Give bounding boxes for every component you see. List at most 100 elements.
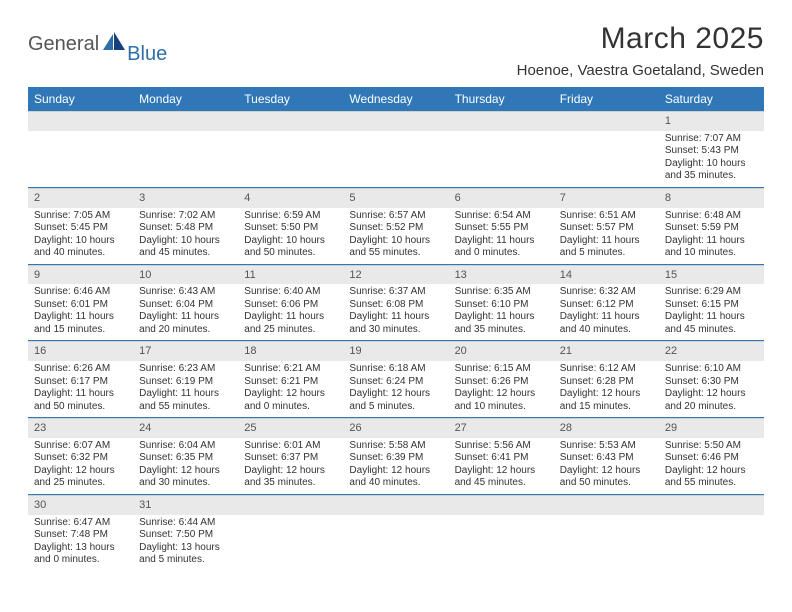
day-number-row: 11 bbox=[238, 265, 343, 285]
sunset-text: Sunset: 6:17 PM bbox=[34, 376, 127, 389]
day-number-row: 9 bbox=[28, 265, 133, 285]
sunset-text: Sunset: 6:39 PM bbox=[349, 452, 442, 465]
sunrise-text: Sunrise: 6:51 AM bbox=[560, 210, 653, 223]
daylight-text-2: and 55 minutes. bbox=[665, 477, 758, 490]
calendar-cell: 3Sunrise: 7:02 AMSunset: 5:48 PMDaylight… bbox=[133, 187, 238, 264]
daylight-text-1: Daylight: 10 hours bbox=[349, 235, 442, 248]
daylight-text-2: and 30 minutes. bbox=[139, 477, 232, 490]
day-details: Sunrise: 6:43 AMSunset: 6:04 PMDaylight:… bbox=[133, 284, 238, 340]
daylight-text-2: and 5 minutes. bbox=[349, 401, 442, 414]
logo-text-blue: Blue bbox=[127, 43, 167, 66]
calendar-cell: 9Sunrise: 6:46 AMSunset: 6:01 PMDaylight… bbox=[28, 264, 133, 341]
sunset-text: Sunset: 5:50 PM bbox=[244, 222, 337, 235]
daylight-text-1: Daylight: 12 hours bbox=[244, 388, 337, 401]
day-number: 14 bbox=[554, 266, 659, 285]
day-details: Sunrise: 6:12 AMSunset: 6:28 PMDaylight:… bbox=[554, 361, 659, 417]
day-number: 10 bbox=[133, 266, 238, 285]
day-number: 5 bbox=[343, 189, 448, 208]
daylight-text-2: and 25 minutes. bbox=[34, 477, 127, 490]
sunset-text: Sunset: 6:30 PM bbox=[665, 376, 758, 389]
day-number: 23 bbox=[28, 419, 133, 438]
calendar-cell: 16Sunrise: 6:26 AMSunset: 6:17 PMDayligh… bbox=[28, 341, 133, 418]
sunrise-text: Sunrise: 7:05 AM bbox=[34, 210, 127, 223]
day-number-row: 4 bbox=[238, 188, 343, 208]
daylight-text-1: Daylight: 11 hours bbox=[455, 311, 548, 324]
sunset-text: Sunset: 6:46 PM bbox=[665, 452, 758, 465]
sunrise-text: Sunrise: 6:44 AM bbox=[139, 517, 232, 530]
daylight-text-1: Daylight: 11 hours bbox=[244, 311, 337, 324]
calendar-cell: 19Sunrise: 6:18 AMSunset: 6:24 PMDayligh… bbox=[343, 341, 448, 418]
day-number-row: 5 bbox=[343, 188, 448, 208]
calendar-cell: . bbox=[554, 494, 659, 570]
day-number-row: 7 bbox=[554, 188, 659, 208]
sunrise-text: Sunrise: 5:58 AM bbox=[349, 440, 442, 453]
day-number-row: 19 bbox=[343, 341, 448, 361]
day-number-row: 16 bbox=[28, 341, 133, 361]
sunset-text: Sunset: 6:37 PM bbox=[244, 452, 337, 465]
logo-text-general: General bbox=[28, 33, 99, 56]
daylight-text-1: Daylight: 11 hours bbox=[34, 311, 127, 324]
day-number: 25 bbox=[238, 419, 343, 438]
daylight-text-2: and 20 minutes. bbox=[139, 324, 232, 337]
day-details: Sunrise: 6:15 AMSunset: 6:26 PMDaylight:… bbox=[449, 361, 554, 417]
sunrise-text: Sunrise: 6:43 AM bbox=[139, 286, 232, 299]
weekday-header: Friday bbox=[554, 87, 659, 111]
calendar-cell: 25Sunrise: 6:01 AMSunset: 6:37 PMDayligh… bbox=[238, 418, 343, 495]
daylight-text-1: Daylight: 11 hours bbox=[139, 388, 232, 401]
day-number-row: 18 bbox=[238, 341, 343, 361]
daylight-text-2: and 5 minutes. bbox=[560, 247, 653, 260]
daylight-text-2: and 25 minutes. bbox=[244, 324, 337, 337]
calendar-week-row: 2Sunrise: 7:05 AMSunset: 5:45 PMDaylight… bbox=[28, 187, 764, 264]
daylight-text-2: and 40 minutes. bbox=[34, 247, 127, 260]
calendar-cell: . bbox=[28, 111, 133, 187]
sunrise-text: Sunrise: 6:21 AM bbox=[244, 363, 337, 376]
daylight-text-2: and 55 minutes. bbox=[139, 401, 232, 414]
day-number-row: 29 bbox=[659, 418, 764, 438]
month-title: March 2025 bbox=[517, 22, 764, 56]
day-details: Sunrise: 5:56 AMSunset: 6:41 PMDaylight:… bbox=[449, 438, 554, 494]
day-details: Sunrise: 6:10 AMSunset: 6:30 PMDaylight:… bbox=[659, 361, 764, 417]
calendar-cell: . bbox=[659, 494, 764, 570]
sunset-text: Sunset: 5:59 PM bbox=[665, 222, 758, 235]
sunrise-text: Sunrise: 6:23 AM bbox=[139, 363, 232, 376]
daylight-text-2: and 10 minutes. bbox=[455, 401, 548, 414]
calendar-week-row: 30Sunrise: 6:47 AMSunset: 7:48 PMDayligh… bbox=[28, 494, 764, 570]
day-number: 29 bbox=[659, 419, 764, 438]
sunset-text: Sunset: 6:19 PM bbox=[139, 376, 232, 389]
calendar-cell: 23Sunrise: 6:07 AMSunset: 6:32 PMDayligh… bbox=[28, 418, 133, 495]
day-number-row: 24 bbox=[133, 418, 238, 438]
day-details: Sunrise: 6:01 AMSunset: 6:37 PMDaylight:… bbox=[238, 438, 343, 494]
header: General Blue March 2025 Hoenoe, Vaestra … bbox=[28, 22, 764, 79]
daylight-text-2: and 45 minutes. bbox=[139, 247, 232, 260]
daylight-text-2: and 45 minutes. bbox=[455, 477, 548, 490]
calendar-cell: 22Sunrise: 6:10 AMSunset: 6:30 PMDayligh… bbox=[659, 341, 764, 418]
day-number: 15 bbox=[659, 266, 764, 285]
daylight-text-1: Daylight: 11 hours bbox=[139, 311, 232, 324]
day-number-row: 28 bbox=[554, 418, 659, 438]
day-number: 18 bbox=[238, 342, 343, 361]
day-number: 11 bbox=[238, 266, 343, 285]
sunrise-text: Sunrise: 6:54 AM bbox=[455, 210, 548, 223]
sunrise-text: Sunrise: 6:57 AM bbox=[349, 210, 442, 223]
weekday-header: Wednesday bbox=[343, 87, 448, 111]
sunrise-text: Sunrise: 6:07 AM bbox=[34, 440, 127, 453]
day-number: 3 bbox=[133, 189, 238, 208]
calendar-page: General Blue March 2025 Hoenoe, Vaestra … bbox=[0, 0, 792, 612]
sunrise-text: Sunrise: 6:18 AM bbox=[349, 363, 442, 376]
sunrise-text: Sunrise: 6:29 AM bbox=[665, 286, 758, 299]
sunrise-text: Sunrise: 6:37 AM bbox=[349, 286, 442, 299]
daylight-text-1: Daylight: 11 hours bbox=[34, 388, 127, 401]
day-details: Sunrise: 6:07 AMSunset: 6:32 PMDaylight:… bbox=[28, 438, 133, 494]
day-number: 17 bbox=[133, 342, 238, 361]
daylight-text-1: Daylight: 12 hours bbox=[455, 465, 548, 478]
day-number-row: 23 bbox=[28, 418, 133, 438]
day-number-row: 10 bbox=[133, 265, 238, 285]
day-number: 4 bbox=[238, 189, 343, 208]
day-number: 26 bbox=[343, 419, 448, 438]
day-number-row: 25 bbox=[238, 418, 343, 438]
sunset-text: Sunset: 6:12 PM bbox=[560, 299, 653, 312]
day-number: 30 bbox=[28, 496, 133, 515]
sunset-text: Sunset: 6:43 PM bbox=[560, 452, 653, 465]
calendar-cell: . bbox=[343, 111, 448, 187]
sail-icon bbox=[103, 32, 125, 57]
